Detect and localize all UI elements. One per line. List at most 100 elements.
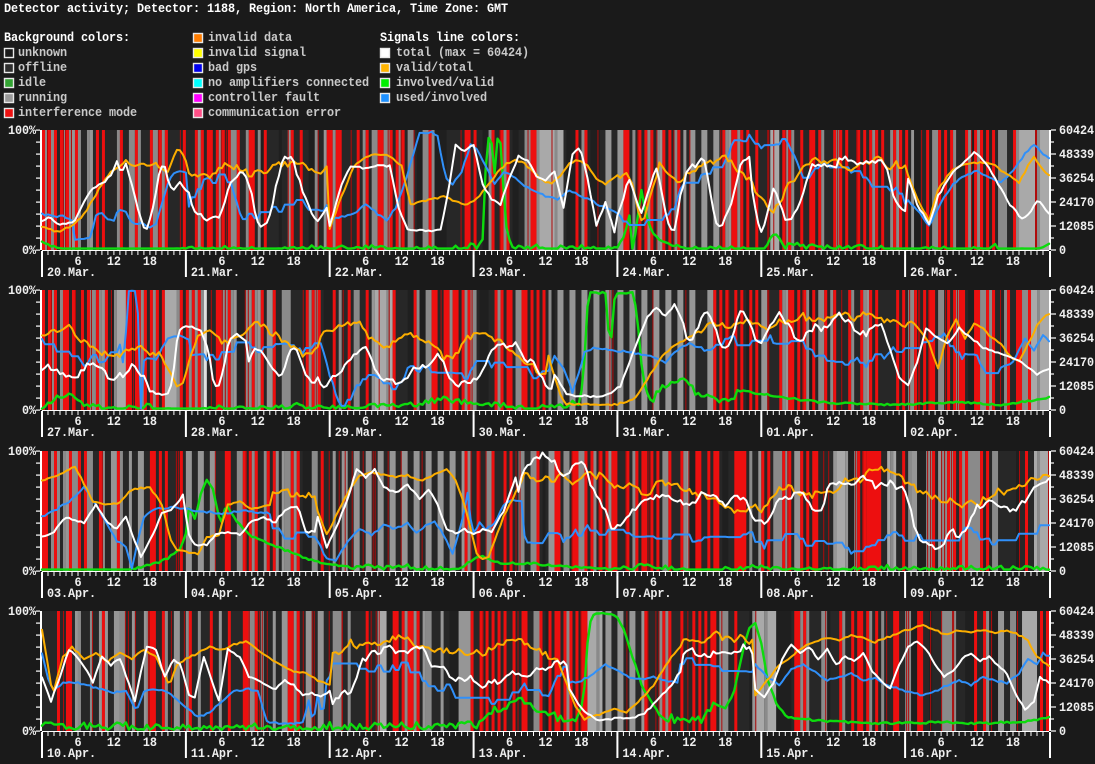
svg-text:6: 6 [218, 576, 225, 590]
svg-text:6: 6 [794, 576, 801, 590]
svg-text:18: 18 [718, 576, 732, 590]
svg-text:12: 12 [826, 415, 840, 429]
svg-text:6: 6 [218, 736, 225, 750]
svg-text:valid/total: valid/total [396, 61, 473, 75]
svg-text:18: 18 [287, 736, 301, 750]
svg-text:6: 6 [506, 415, 513, 429]
svg-text:12: 12 [826, 576, 840, 590]
svg-text:6: 6 [650, 255, 657, 269]
svg-text:16.Apr.: 16.Apr. [910, 747, 959, 761]
svg-text:0: 0 [1059, 404, 1066, 418]
svg-text:18: 18 [574, 736, 588, 750]
svg-text:0: 0 [1059, 244, 1066, 258]
svg-text:12: 12 [539, 736, 553, 750]
svg-text:controller fault: controller fault [208, 91, 320, 105]
svg-text:12: 12 [395, 415, 409, 429]
svg-text:14.Apr.: 14.Apr. [622, 747, 671, 761]
svg-text:18: 18 [862, 255, 876, 269]
svg-text:11.Apr.: 11.Apr. [191, 747, 240, 761]
svg-text:0: 0 [1059, 565, 1066, 579]
svg-text:12: 12 [395, 255, 409, 269]
svg-text:26.Mar.: 26.Mar. [910, 266, 959, 280]
svg-text:12: 12 [395, 576, 409, 590]
svg-text:02.Apr.: 02.Apr. [910, 426, 959, 440]
svg-text:100%: 100% [8, 445, 36, 459]
svg-text:18: 18 [1006, 736, 1020, 750]
svg-text:04.Apr.: 04.Apr. [191, 587, 240, 601]
svg-text:18: 18 [143, 415, 157, 429]
svg-text:idle: idle [18, 76, 46, 90]
svg-text:12: 12 [970, 736, 984, 750]
svg-text:bad gps: bad gps [208, 61, 257, 75]
svg-text:36254: 36254 [1059, 332, 1095, 346]
svg-text:6: 6 [74, 255, 81, 269]
svg-text:0%: 0% [22, 565, 37, 579]
svg-text:12.Apr.: 12.Apr. [335, 747, 384, 761]
svg-text:6: 6 [362, 736, 369, 750]
svg-text:unknown: unknown [18, 46, 67, 60]
svg-text:20.Mar.: 20.Mar. [47, 266, 96, 280]
svg-text:12: 12 [107, 576, 121, 590]
svg-text:36254: 36254 [1059, 653, 1095, 667]
svg-text:18: 18 [431, 255, 445, 269]
svg-text:6: 6 [794, 255, 801, 269]
svg-text:18: 18 [862, 576, 876, 590]
svg-text:12: 12 [107, 255, 121, 269]
svg-text:12: 12 [251, 576, 265, 590]
svg-text:12: 12 [970, 255, 984, 269]
svg-text:12: 12 [539, 415, 553, 429]
svg-text:01.Apr.: 01.Apr. [766, 426, 815, 440]
svg-text:18: 18 [862, 736, 876, 750]
svg-text:18: 18 [431, 415, 445, 429]
svg-text:30.Mar.: 30.Mar. [479, 426, 528, 440]
svg-text:36254: 36254 [1059, 493, 1095, 507]
svg-text:6: 6 [74, 576, 81, 590]
svg-text:48339: 48339 [1059, 308, 1094, 322]
svg-text:12: 12 [539, 576, 553, 590]
svg-text:12: 12 [682, 415, 696, 429]
svg-text:18: 18 [1006, 255, 1020, 269]
svg-text:18: 18 [143, 736, 157, 750]
svg-text:48339: 48339 [1059, 148, 1094, 162]
svg-text:18: 18 [287, 576, 301, 590]
svg-text:Signals line colors:: Signals line colors: [380, 31, 520, 45]
svg-text:12: 12 [682, 576, 696, 590]
svg-text:24170: 24170 [1059, 677, 1094, 691]
svg-text:0%: 0% [22, 244, 37, 258]
svg-text:running: running [18, 91, 67, 105]
svg-text:0%: 0% [22, 404, 37, 418]
svg-text:05.Apr.: 05.Apr. [335, 587, 384, 601]
svg-text:23.Mar.: 23.Mar. [479, 266, 528, 280]
svg-text:12: 12 [107, 736, 121, 750]
svg-text:100%: 100% [8, 284, 36, 298]
svg-text:18: 18 [143, 255, 157, 269]
svg-text:100%: 100% [8, 605, 36, 619]
svg-text:6: 6 [938, 255, 945, 269]
svg-text:09.Apr.: 09.Apr. [910, 587, 959, 601]
svg-text:6: 6 [362, 255, 369, 269]
svg-text:18: 18 [287, 255, 301, 269]
svg-text:18: 18 [1006, 415, 1020, 429]
svg-text:6: 6 [362, 576, 369, 590]
svg-text:12085: 12085 [1059, 380, 1094, 394]
svg-text:12: 12 [395, 736, 409, 750]
svg-text:60424: 60424 [1059, 445, 1095, 459]
svg-text:6: 6 [74, 415, 81, 429]
svg-text:21.Mar.: 21.Mar. [191, 266, 240, 280]
svg-text:12: 12 [251, 415, 265, 429]
svg-text:12: 12 [539, 255, 553, 269]
svg-text:28.Mar.: 28.Mar. [191, 426, 240, 440]
svg-text:6: 6 [938, 576, 945, 590]
svg-text:03.Apr.: 03.Apr. [47, 587, 96, 601]
svg-text:36254: 36254 [1059, 172, 1095, 186]
svg-text:0: 0 [1059, 725, 1066, 739]
svg-text:18: 18 [574, 255, 588, 269]
svg-text:12: 12 [826, 736, 840, 750]
svg-text:involved/valid: involved/valid [396, 76, 494, 90]
svg-text:6: 6 [650, 736, 657, 750]
svg-text:6: 6 [218, 255, 225, 269]
svg-text:6: 6 [650, 415, 657, 429]
svg-text:18: 18 [718, 415, 732, 429]
svg-text:48339: 48339 [1059, 629, 1094, 643]
svg-text:60424: 60424 [1059, 124, 1095, 138]
